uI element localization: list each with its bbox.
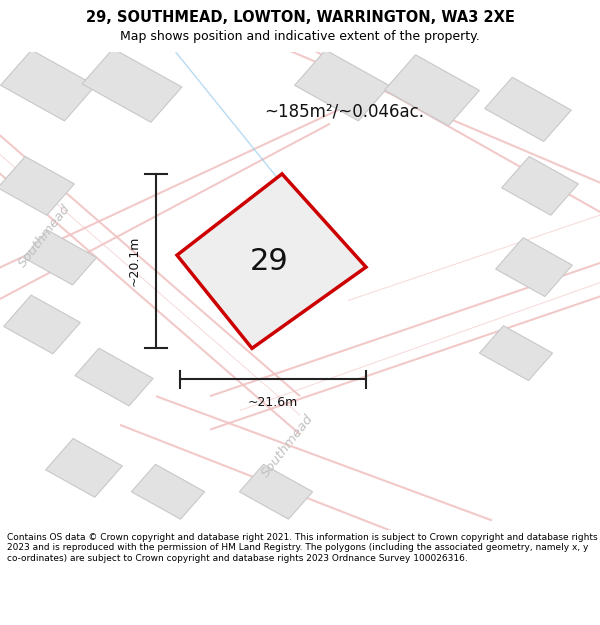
- Text: ~185m²/~0.046ac.: ~185m²/~0.046ac.: [264, 102, 424, 121]
- Text: Southmead: Southmead: [16, 202, 74, 270]
- Polygon shape: [485, 78, 571, 141]
- Polygon shape: [82, 49, 182, 122]
- Text: Map shows position and indicative extent of the property.: Map shows position and indicative extent…: [120, 29, 480, 42]
- Polygon shape: [479, 326, 553, 381]
- Polygon shape: [177, 174, 366, 348]
- Text: 29, SOUTHMEAD, LOWTON, WARRINGTON, WA3 2XE: 29, SOUTHMEAD, LOWTON, WARRINGTON, WA3 2…: [86, 11, 514, 26]
- Text: ~21.6m: ~21.6m: [248, 396, 298, 409]
- Text: Southmead: Southmead: [259, 412, 317, 480]
- Polygon shape: [131, 464, 205, 519]
- Polygon shape: [4, 295, 80, 354]
- Text: Contains OS data © Crown copyright and database right 2021. This information is : Contains OS data © Crown copyright and d…: [7, 533, 598, 562]
- Polygon shape: [1, 50, 95, 121]
- Polygon shape: [0, 156, 74, 215]
- Polygon shape: [295, 50, 389, 121]
- Polygon shape: [239, 464, 313, 519]
- Polygon shape: [385, 55, 479, 126]
- Polygon shape: [75, 348, 153, 406]
- Polygon shape: [23, 230, 97, 285]
- Polygon shape: [502, 156, 578, 215]
- Text: 29: 29: [250, 247, 289, 276]
- Polygon shape: [496, 238, 572, 296]
- Text: ~20.1m: ~20.1m: [128, 236, 141, 286]
- Polygon shape: [46, 439, 122, 498]
